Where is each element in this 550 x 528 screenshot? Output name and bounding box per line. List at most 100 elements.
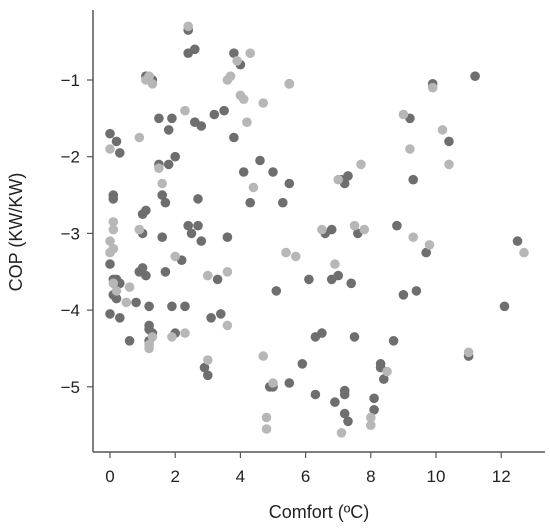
data-point bbox=[180, 105, 190, 116]
data-point bbox=[115, 313, 125, 323]
data-point bbox=[141, 205, 151, 216]
data-point bbox=[144, 343, 154, 354]
data-point bbox=[154, 113, 164, 124]
data-point bbox=[167, 301, 177, 312]
data-point bbox=[398, 290, 409, 300]
data-point bbox=[245, 197, 255, 208]
data-point bbox=[203, 370, 213, 381]
data-point bbox=[346, 278, 357, 289]
data-point bbox=[310, 389, 321, 400]
data-point bbox=[379, 374, 389, 384]
data-point bbox=[157, 178, 167, 189]
data-point bbox=[170, 151, 180, 162]
data-point bbox=[408, 232, 419, 242]
data-point bbox=[512, 236, 523, 246]
data-point bbox=[105, 259, 115, 269]
data-point bbox=[268, 378, 278, 388]
data-point bbox=[388, 336, 399, 346]
data-point bbox=[333, 270, 344, 281]
x-tick-label: 6 bbox=[301, 467, 310, 486]
data-point bbox=[134, 132, 145, 143]
data-point bbox=[124, 282, 135, 292]
data-point bbox=[238, 94, 249, 104]
data-point bbox=[203, 270, 213, 281]
data-point bbox=[183, 21, 193, 32]
x-tick-label: 4 bbox=[236, 467, 245, 486]
data-point bbox=[212, 274, 223, 285]
data-point bbox=[245, 48, 255, 58]
data-point bbox=[411, 286, 422, 296]
data-point bbox=[258, 98, 269, 108]
data-point bbox=[108, 278, 119, 289]
data-point bbox=[206, 313, 216, 323]
data-point bbox=[369, 405, 379, 415]
data-point bbox=[444, 159, 454, 170]
data-point bbox=[424, 240, 435, 250]
data-point bbox=[170, 251, 180, 262]
data-point bbox=[180, 301, 190, 312]
data-point bbox=[160, 267, 171, 277]
data-point bbox=[339, 389, 350, 400]
data-point bbox=[225, 71, 236, 81]
y-ticks: −1 −2 −3 −4 −5 bbox=[61, 71, 93, 397]
data-point bbox=[105, 247, 115, 258]
data-point bbox=[193, 220, 203, 231]
data-point bbox=[157, 232, 167, 242]
data-point bbox=[147, 332, 158, 342]
data-point bbox=[297, 359, 308, 369]
data-point bbox=[519, 247, 529, 258]
data-point bbox=[248, 182, 259, 193]
data-point bbox=[278, 197, 288, 208]
y-tick-label: −4 bbox=[61, 301, 80, 320]
data-point bbox=[333, 174, 344, 185]
data-point bbox=[124, 336, 135, 346]
data-point bbox=[186, 228, 197, 239]
data-point bbox=[105, 236, 115, 246]
data-point bbox=[366, 412, 376, 423]
data-point bbox=[183, 220, 193, 231]
data-point bbox=[281, 247, 291, 258]
data-point bbox=[108, 217, 119, 227]
data-point bbox=[470, 71, 480, 81]
x-tick-label: 12 bbox=[492, 467, 511, 486]
data-point bbox=[437, 125, 448, 135]
data-point bbox=[209, 109, 220, 120]
data-point bbox=[108, 224, 119, 235]
data-point bbox=[343, 171, 353, 181]
data-point bbox=[190, 44, 200, 55]
data-point bbox=[463, 347, 474, 358]
data-point bbox=[242, 117, 252, 127]
data-point bbox=[222, 267, 233, 277]
data-point bbox=[444, 136, 454, 147]
y-axis-label: COP (KW/KW) bbox=[6, 173, 26, 292]
data-point bbox=[271, 286, 282, 296]
data-point bbox=[339, 408, 350, 419]
data-point bbox=[144, 301, 154, 312]
data-point bbox=[261, 412, 272, 423]
data-point bbox=[105, 128, 115, 139]
data-point bbox=[427, 82, 438, 93]
y-tick-label: −5 bbox=[61, 378, 80, 397]
data-point bbox=[163, 159, 174, 170]
y-tick-label: −2 bbox=[61, 148, 80, 167]
data-point bbox=[304, 274, 314, 285]
data-point bbox=[144, 71, 154, 81]
data-point bbox=[141, 270, 151, 281]
data-point bbox=[167, 332, 177, 342]
data-point bbox=[134, 224, 145, 235]
data-point bbox=[405, 144, 415, 154]
data-point bbox=[137, 263, 148, 273]
data-point bbox=[326, 224, 337, 235]
data-point bbox=[291, 251, 301, 262]
data-point bbox=[222, 232, 233, 242]
data-point bbox=[105, 309, 115, 319]
data-point bbox=[398, 109, 409, 120]
data-point bbox=[330, 397, 340, 407]
data-point bbox=[154, 163, 164, 173]
data-point bbox=[392, 220, 402, 231]
data-point bbox=[284, 378, 295, 388]
y-tick-label: −1 bbox=[61, 71, 80, 90]
data-point bbox=[382, 366, 392, 377]
data-point bbox=[261, 424, 272, 434]
data-point bbox=[115, 148, 125, 158]
